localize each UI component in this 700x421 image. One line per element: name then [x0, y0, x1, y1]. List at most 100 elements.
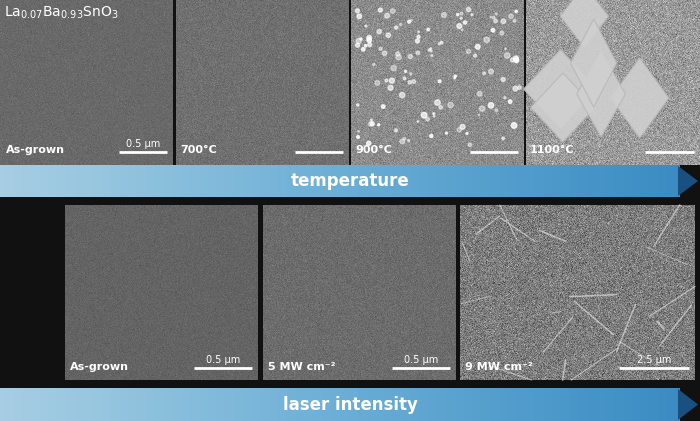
- Circle shape: [395, 26, 398, 29]
- Circle shape: [367, 37, 372, 42]
- Circle shape: [408, 54, 412, 59]
- Circle shape: [460, 17, 462, 19]
- Circle shape: [513, 86, 518, 91]
- Circle shape: [478, 115, 480, 116]
- Polygon shape: [560, 0, 608, 48]
- Circle shape: [400, 93, 405, 98]
- Text: 2.5 μm: 2.5 μm: [636, 355, 671, 365]
- Circle shape: [382, 51, 387, 56]
- Circle shape: [430, 48, 432, 50]
- Circle shape: [386, 33, 391, 37]
- Circle shape: [418, 31, 419, 32]
- Text: 1100°C: 1100°C: [530, 145, 575, 155]
- Circle shape: [445, 132, 447, 134]
- Circle shape: [433, 115, 435, 117]
- Polygon shape: [577, 51, 626, 137]
- Polygon shape: [610, 58, 668, 138]
- Circle shape: [360, 38, 362, 40]
- Circle shape: [471, 14, 473, 16]
- Circle shape: [396, 55, 401, 60]
- Circle shape: [466, 132, 468, 134]
- Text: As-grown: As-grown: [70, 362, 129, 372]
- Circle shape: [457, 128, 461, 132]
- Circle shape: [379, 47, 382, 50]
- Circle shape: [356, 43, 360, 47]
- Circle shape: [492, 16, 495, 19]
- Circle shape: [502, 137, 505, 140]
- Circle shape: [508, 100, 512, 104]
- Circle shape: [491, 29, 495, 32]
- Circle shape: [515, 10, 517, 13]
- Circle shape: [389, 78, 394, 83]
- Circle shape: [463, 21, 467, 24]
- Circle shape: [385, 79, 388, 82]
- Circle shape: [457, 24, 462, 29]
- Circle shape: [361, 48, 365, 51]
- Circle shape: [474, 54, 477, 57]
- Text: 700°C: 700°C: [180, 145, 217, 155]
- Circle shape: [438, 43, 440, 45]
- Text: 0.5 μm: 0.5 μm: [126, 139, 160, 149]
- Circle shape: [490, 16, 491, 18]
- Circle shape: [378, 8, 382, 12]
- Circle shape: [442, 13, 447, 17]
- Circle shape: [412, 80, 416, 83]
- Polygon shape: [678, 389, 698, 420]
- Text: 9 MW cm⁻²: 9 MW cm⁻²: [465, 362, 533, 372]
- Circle shape: [466, 49, 470, 53]
- Circle shape: [375, 80, 379, 85]
- Circle shape: [483, 72, 486, 75]
- Text: 0.5 μm: 0.5 μm: [206, 355, 240, 365]
- Circle shape: [435, 100, 440, 105]
- Polygon shape: [531, 73, 595, 142]
- Circle shape: [518, 86, 521, 89]
- Circle shape: [356, 38, 361, 44]
- Text: 0.5 μm: 0.5 μm: [404, 355, 438, 365]
- Circle shape: [407, 139, 410, 141]
- Circle shape: [514, 56, 519, 61]
- Circle shape: [505, 53, 510, 58]
- Circle shape: [505, 48, 506, 50]
- Circle shape: [405, 70, 407, 72]
- Circle shape: [495, 109, 498, 112]
- Circle shape: [370, 122, 374, 126]
- Circle shape: [400, 24, 402, 26]
- Circle shape: [417, 121, 419, 122]
- Circle shape: [500, 31, 504, 35]
- Circle shape: [454, 77, 456, 79]
- Circle shape: [416, 51, 420, 55]
- Circle shape: [511, 123, 517, 128]
- Circle shape: [514, 58, 519, 63]
- Circle shape: [513, 19, 516, 22]
- Circle shape: [466, 8, 470, 12]
- Circle shape: [388, 85, 393, 91]
- Circle shape: [504, 96, 506, 99]
- Circle shape: [410, 19, 412, 21]
- Circle shape: [358, 131, 359, 132]
- Circle shape: [509, 14, 513, 19]
- Text: 900°C: 900°C: [355, 145, 392, 155]
- Text: temperature: temperature: [290, 172, 410, 190]
- Circle shape: [365, 45, 367, 47]
- Circle shape: [477, 91, 482, 96]
- Circle shape: [489, 103, 493, 108]
- Circle shape: [460, 125, 465, 129]
- Circle shape: [433, 113, 435, 115]
- Circle shape: [391, 9, 395, 13]
- Circle shape: [417, 35, 420, 38]
- Circle shape: [438, 80, 441, 83]
- Circle shape: [454, 75, 456, 77]
- Circle shape: [357, 14, 362, 19]
- Circle shape: [403, 77, 406, 80]
- Circle shape: [430, 134, 433, 138]
- Circle shape: [395, 129, 398, 132]
- Circle shape: [430, 51, 432, 52]
- Circle shape: [461, 29, 463, 31]
- Circle shape: [510, 58, 514, 62]
- Circle shape: [367, 35, 372, 40]
- Text: laser intensity: laser intensity: [283, 395, 417, 413]
- Circle shape: [501, 77, 505, 82]
- Text: $\mathrm{La_{0.07}Ba_{0.93}SnO_3}$: $\mathrm{La_{0.07}Ba_{0.93}SnO_3}$: [4, 5, 118, 21]
- Circle shape: [439, 106, 442, 109]
- Polygon shape: [570, 19, 617, 107]
